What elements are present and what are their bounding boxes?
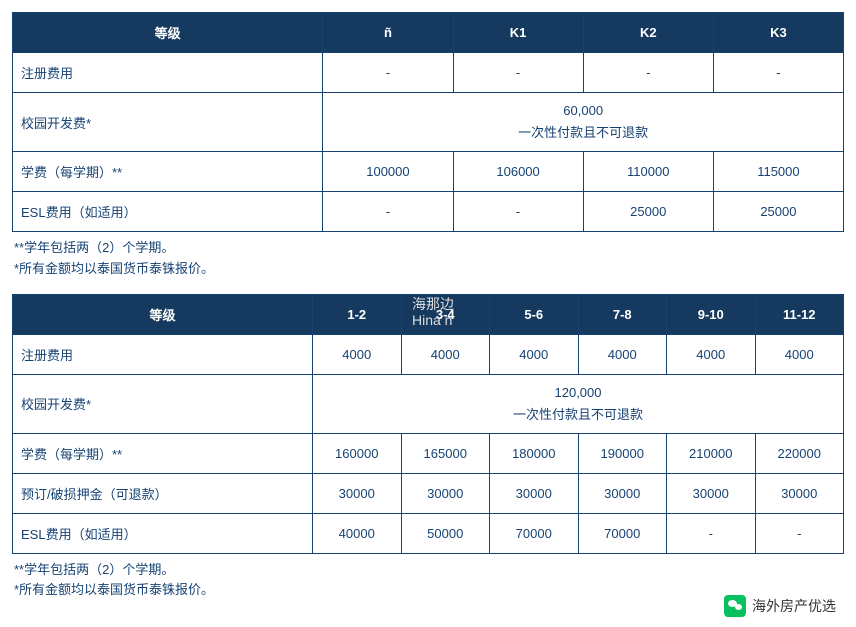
wechat-icon xyxy=(724,595,746,617)
row-label: 学费（每学期）** xyxy=(13,433,313,473)
cell: 25000 xyxy=(713,192,843,232)
cell: - xyxy=(323,53,453,93)
table-header-row: 等级 ñ K1 K2 K3 xyxy=(13,13,844,53)
cell: - xyxy=(667,513,756,553)
cell: 30000 xyxy=(490,473,579,513)
cell: 30000 xyxy=(578,473,667,513)
header-level: 等级 xyxy=(13,294,313,334)
dev-fee-amount: 120,000 xyxy=(321,385,835,400)
row-label: ESL费用（如适用） xyxy=(13,513,313,553)
cell: 4000 xyxy=(755,334,844,374)
header-col: 9-10 xyxy=(667,294,756,334)
header-col: K2 xyxy=(583,13,713,53)
row-label: ESL费用（如适用） xyxy=(13,192,323,232)
row-label: 注册费用 xyxy=(13,53,323,93)
footnote-line: *所有金额均以泰国货币泰铢报价。 xyxy=(14,580,844,601)
footnote-line: **学年包括两（2）个学期。 xyxy=(14,560,844,581)
dev-fee-note: 一次性付款且不可退款 xyxy=(321,404,835,423)
cell: 4000 xyxy=(578,334,667,374)
header-col: 3-4 xyxy=(401,294,490,334)
page-container: 等级 ñ K1 K2 K3 注册费用 - - - - 校园开发费* 60,000… xyxy=(12,12,844,601)
row-label: 校园开发费* xyxy=(13,93,323,152)
merged-cell: 120,000 一次性付款且不可退款 xyxy=(313,374,844,433)
table-row: ESL费用（如适用） 40000 50000 70000 70000 - - xyxy=(13,513,844,553)
header-col: K1 xyxy=(453,13,583,53)
cell: 70000 xyxy=(490,513,579,553)
cell: 70000 xyxy=(578,513,667,553)
cell: 115000 xyxy=(713,152,843,192)
footer-brand: 海外房产优选 xyxy=(724,595,836,617)
cell: 40000 xyxy=(313,513,402,553)
cell: 4000 xyxy=(490,334,579,374)
merged-cell: 60,000 一次性付款且不可退款 xyxy=(323,93,844,152)
footnote-line: *所有金额均以泰国货币泰铢报价。 xyxy=(14,259,844,280)
cell: 30000 xyxy=(401,473,490,513)
table-header-row: 等级 1-2 3-4 5-6 7-8 9-10 11-12 xyxy=(13,294,844,334)
cell: - xyxy=(453,192,583,232)
cell: 30000 xyxy=(313,473,402,513)
cell: 4000 xyxy=(667,334,756,374)
footnote-line: **学年包括两（2）个学期。 xyxy=(14,238,844,259)
row-label: 注册费用 xyxy=(13,334,313,374)
header-col: ñ xyxy=(323,13,453,53)
dev-fee-note: 一次性付款且不可退款 xyxy=(331,122,835,141)
cell: 50000 xyxy=(401,513,490,553)
table-row: ESL费用（如适用） - - 25000 25000 xyxy=(13,192,844,232)
table-row: 预订/破损押金（可退款） 30000 30000 30000 30000 300… xyxy=(13,473,844,513)
header-level: 等级 xyxy=(13,13,323,53)
cell: 110000 xyxy=(583,152,713,192)
table-row: 校园开发费* 60,000 一次性付款且不可退款 xyxy=(13,93,844,152)
table-row: 注册费用 4000 4000 4000 4000 4000 4000 xyxy=(13,334,844,374)
cell: 160000 xyxy=(313,433,402,473)
table-row: 注册费用 - - - - xyxy=(13,53,844,93)
cell: 25000 xyxy=(583,192,713,232)
cell: 190000 xyxy=(578,433,667,473)
row-label: 校园开发费* xyxy=(13,374,313,433)
header-col: 7-8 xyxy=(578,294,667,334)
table-row: 学费（每学期）** 100000 106000 110000 115000 xyxy=(13,152,844,192)
header-col: 11-12 xyxy=(755,294,844,334)
footnotes-1: **学年包括两（2）个学期。 *所有金额均以泰国货币泰铢报价。 xyxy=(14,238,844,280)
cell: - xyxy=(713,53,843,93)
footer-brand-text: 海外房产优选 xyxy=(752,596,836,616)
header-col: K3 xyxy=(713,13,843,53)
cell: 100000 xyxy=(323,152,453,192)
cell: - xyxy=(323,192,453,232)
cell: - xyxy=(453,53,583,93)
cell: 210000 xyxy=(667,433,756,473)
cell: 30000 xyxy=(667,473,756,513)
cell: 106000 xyxy=(453,152,583,192)
cell: 165000 xyxy=(401,433,490,473)
dev-fee-amount: 60,000 xyxy=(331,103,835,118)
header-col: 1-2 xyxy=(313,294,402,334)
cell: 220000 xyxy=(755,433,844,473)
header-col: 5-6 xyxy=(490,294,579,334)
cell: 4000 xyxy=(313,334,402,374)
footnotes-2: **学年包括两（2）个学期。 *所有金额均以泰国货币泰铢报价。 xyxy=(14,560,844,602)
cell: 180000 xyxy=(490,433,579,473)
cell: 30000 xyxy=(755,473,844,513)
cell: 4000 xyxy=(401,334,490,374)
row-label: 预订/破损押金（可退款） xyxy=(13,473,313,513)
table-row: 学费（每学期）** 160000 165000 180000 190000 21… xyxy=(13,433,844,473)
fees-table-grades: 等级 1-2 3-4 5-6 7-8 9-10 11-12 注册费用 4000 … xyxy=(12,294,844,554)
cell: - xyxy=(755,513,844,553)
table-row: 校园开发费* 120,000 一次性付款且不可退款 xyxy=(13,374,844,433)
row-label: 学费（每学期）** xyxy=(13,152,323,192)
fees-table-kindergarten: 等级 ñ K1 K2 K3 注册费用 - - - - 校园开发费* 60,000… xyxy=(12,12,844,232)
cell: - xyxy=(583,53,713,93)
